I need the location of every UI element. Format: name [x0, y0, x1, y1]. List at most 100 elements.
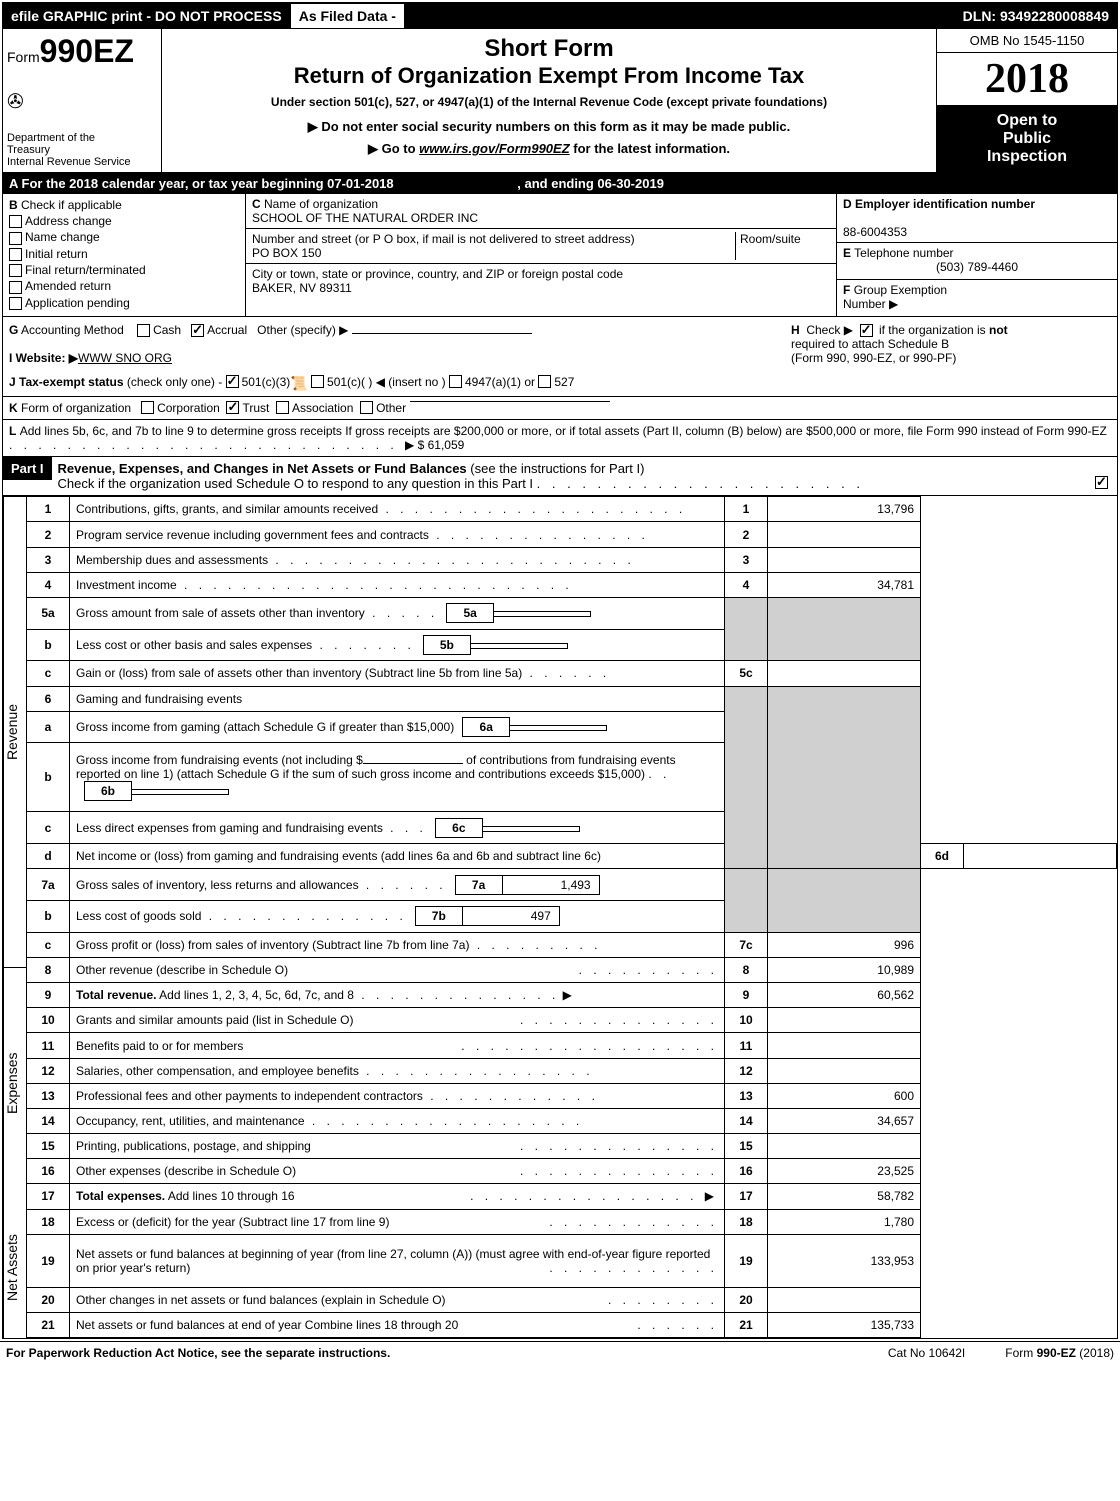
line-12-bn: 12	[725, 1058, 768, 1083]
line-13-desc: Professional fees and other payments to …	[70, 1083, 725, 1108]
checkbox-corporation[interactable]	[141, 401, 154, 414]
table-row: cGross profit or (loss) from sales of in…	[27, 932, 1117, 957]
line-20-bn: 20	[725, 1287, 768, 1312]
addr-value: PO BOX 150	[252, 246, 321, 260]
cb-label-5: Amended return	[25, 279, 111, 293]
irs-link[interactable]: www.irs.gov/Form990EZ	[419, 141, 570, 156]
cb-name-change[interactable]: Name change	[9, 230, 239, 244]
section-j: J Tax-exempt status (check only one) - 5…	[3, 371, 1117, 397]
table-row: 20Other changes in net assets or fund ba…	[27, 1287, 1117, 1312]
line-8-bn: 8	[725, 957, 768, 982]
lines-table: 1Contributions, gifts, grants, and simil…	[26, 496, 1117, 1338]
j-opt3: 4947(a)(1) or	[465, 375, 535, 389]
cb-initial-return[interactable]: Initial return	[9, 247, 239, 261]
line-2-num: 2	[27, 522, 70, 547]
checkbox-501c[interactable]	[311, 375, 324, 388]
c-label: C	[252, 197, 261, 211]
table-row: 19Net assets or fund balances at beginni…	[27, 1234, 1117, 1287]
line-6d-amt	[964, 844, 1117, 869]
line-6c-desc: Less direct expenses from gaming and fun…	[70, 812, 725, 844]
cb-label-4: Final return/terminated	[25, 263, 146, 277]
form-container: efile GRAPHIC print - DO NOT PROCESS As …	[2, 2, 1118, 1339]
checkbox-501c3[interactable]	[226, 375, 239, 388]
checkbox-h[interactable]	[860, 324, 873, 337]
line-20-amt	[768, 1287, 921, 1312]
checkbox-accrual[interactable]	[191, 324, 204, 337]
line-9-amt: 60,562	[768, 983, 921, 1008]
table-row: 17Total expenses. Add lines 10 through 1…	[27, 1184, 1117, 1209]
table-row: bLess cost or other basis and sales expe…	[27, 629, 1117, 661]
cb-final-return[interactable]: Final return/terminated	[9, 263, 239, 277]
expenses-label: Expenses	[3, 967, 26, 1198]
line-17-bn: 17	[725, 1184, 768, 1209]
line-8-amt: 10,989	[768, 957, 921, 982]
line-18-amt: 1,780	[768, 1209, 921, 1234]
schedule-o-checkbox[interactable]	[1095, 476, 1108, 489]
cb-address-change[interactable]: Address change	[9, 214, 239, 228]
table-row: 2Program service revenue including gover…	[27, 522, 1117, 547]
checkbox-527[interactable]	[538, 375, 551, 388]
row-a: A For the 2018 calendar year, or tax yea…	[3, 173, 1117, 194]
cb-amended-return[interactable]: Amended return	[9, 279, 239, 293]
line-6-desc: Gaming and fundraising events	[70, 686, 725, 711]
table-row: 1Contributions, gifts, grants, and simil…	[27, 497, 1117, 522]
checkbox-other[interactable]	[360, 401, 373, 414]
part1-subtitle: Check if the organization used Schedule …	[58, 476, 534, 491]
line-19-num: 19	[27, 1234, 70, 1287]
k-other-input[interactable]	[410, 401, 610, 402]
line-21-desc: Net assets or fund balances at end of ye…	[70, 1312, 725, 1337]
checkbox-cash[interactable]	[137, 324, 150, 337]
l-dots: . . . . . . . . . . . . . . . . . . . . …	[9, 438, 405, 452]
checkbox-4947[interactable]	[449, 375, 462, 388]
h-not: not	[989, 323, 1008, 337]
link-suffix: for the latest information.	[570, 141, 730, 156]
line-8-desc: Other revenue (describe in Schedule O). …	[70, 957, 725, 982]
main-grid: Revenue Expenses Net Assets 1Contributio…	[3, 496, 1117, 1338]
line-19-bn: 19	[725, 1234, 768, 1287]
i-value[interactable]: WWW SNO ORG	[78, 351, 172, 365]
form-title: Return of Organization Exempt From Incom…	[168, 63, 930, 89]
checkbox-trust[interactable]	[226, 401, 239, 414]
section-g-left: G Accounting Method Cash Accrual Other (…	[9, 323, 791, 365]
line-2-bn: 2	[725, 522, 768, 547]
section-l: L Add lines 5b, 6c, and 7b to line 9 to …	[3, 420, 1117, 456]
line-4-num: 4	[27, 572, 70, 597]
checkbox-association[interactable]	[276, 401, 289, 414]
line-15-num: 15	[27, 1134, 70, 1159]
line-5b-num: b	[27, 629, 70, 661]
cb-application-pending[interactable]: Application pending	[9, 296, 239, 310]
k-text: Form of organization	[21, 401, 131, 415]
h-text3: required to attach Schedule B	[791, 337, 949, 351]
k-opt3: Association	[292, 401, 353, 415]
line-1-bn: 1	[725, 497, 768, 522]
other-input[interactable]	[352, 333, 532, 334]
form-subtitle: Under section 501(c), 527, or 4947(a)(1)…	[168, 95, 930, 109]
accrual-label: Accrual	[207, 323, 247, 337]
line-10-amt	[768, 1008, 921, 1033]
b-label: B	[9, 198, 18, 212]
k-label: K	[9, 401, 18, 415]
shaded-cell	[768, 869, 921, 932]
table-row: 5aGross amount from sale of assets other…	[27, 597, 1117, 629]
e-text: Telephone number	[854, 246, 953, 260]
e-label: E	[843, 246, 851, 260]
header-right: OMB No 1545-1150 2018 Open to Public Ins…	[936, 29, 1117, 172]
cb-label-2: Name change	[25, 230, 100, 244]
inspection-line2: Public	[939, 130, 1115, 148]
line-8-num: 8	[27, 957, 70, 982]
cb-label-6: Application pending	[25, 296, 130, 310]
line-6d-bn: 6d	[921, 844, 964, 869]
line-4-desc: Investment income . . . . . . . . . . . …	[70, 572, 725, 597]
d-ein-block: D Employer identification number 88-6004…	[837, 194, 1117, 243]
line-10-desc: Grants and similar amounts paid (list in…	[70, 1008, 725, 1033]
table-row: 7aGross sales of inventory, less returns…	[27, 869, 1117, 901]
dept-text: Department of the Treasury Internal Reve…	[7, 132, 157, 168]
row-a-text-b: , and ending 06-30-2019	[517, 176, 664, 191]
line-6b-desc: Gross income from fundraising events (no…	[70, 743, 725, 812]
line-5c-amt	[768, 661, 921, 686]
f-text: Group Exemption	[854, 283, 947, 297]
inspection-line1: Open to	[939, 112, 1115, 130]
c-text: Name of organization	[264, 197, 378, 211]
d-value: 88-6004353	[843, 225, 907, 239]
room-suite: Room/suite	[735, 232, 830, 260]
